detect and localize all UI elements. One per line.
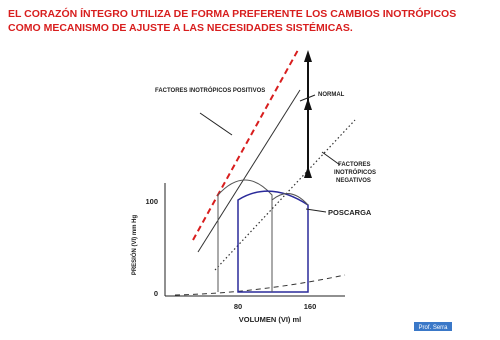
title-line: COMO MECANISMO DE AJUSTE A LAS NECESIDAD… [8, 21, 353, 34]
title-line: EL CORAZÓN ÍNTEGRO UTILIZA DE FORMA PREF… [8, 7, 456, 20]
x-tick-label: 80 [234, 302, 242, 311]
arrow-head [304, 166, 312, 178]
pointer [321, 151, 341, 166]
y-axis-label: PRESIÓN (VI) mm Hg [130, 214, 138, 275]
x-tick-label: 160 [304, 302, 317, 311]
positive-line [192, 49, 299, 241]
label: POSCARGA [328, 208, 372, 217]
loop-gray [217, 179, 273, 292]
pointer [299, 94, 316, 102]
normal-line [197, 89, 301, 253]
edpvr-curve [174, 274, 346, 296]
badge-text: Prof. Serra [418, 325, 448, 331]
negative-line [214, 119, 356, 271]
arrow-head [304, 50, 312, 62]
label: FACTORES [338, 162, 371, 168]
diagram [164, 49, 356, 297]
badge [414, 322, 452, 331]
loop-blue [237, 190, 309, 293]
y-tick-label: 100 [145, 197, 158, 206]
pointer [305, 208, 327, 213]
loop-inner [271, 193, 309, 292]
label: NEGATIVOS [336, 178, 371, 184]
pointer [199, 112, 233, 136]
x-axis-label: VOLUMEN (VI) ml [239, 315, 302, 324]
arrow-head [304, 98, 312, 110]
label: FACTORES INOTRÓPICOS POSITIVOS [155, 86, 265, 94]
label: INOTRÓPICOS [334, 168, 376, 176]
y-tick-label: 0 [154, 289, 158, 298]
label: NORMAL [318, 92, 345, 98]
